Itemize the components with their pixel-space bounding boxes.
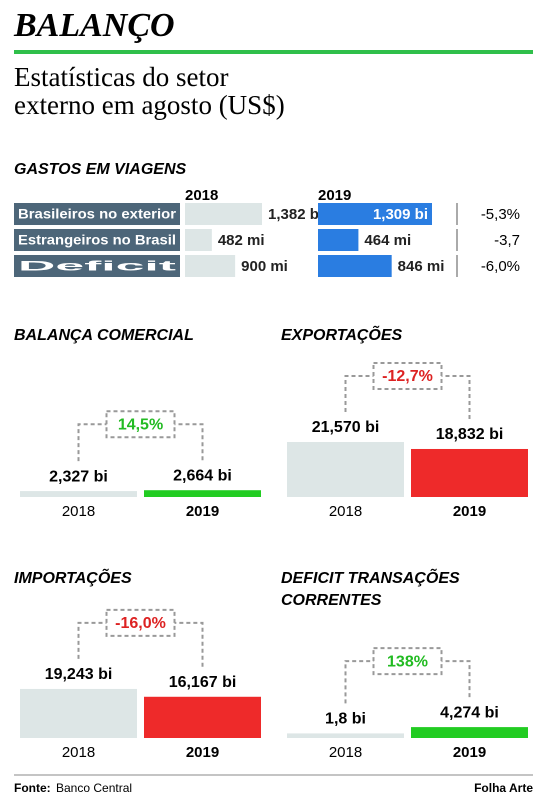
value-label: 846 mi	[398, 258, 445, 275]
series-name: 2018	[185, 187, 218, 204]
chart-title: GASTOS EM VIAGENS	[14, 161, 187, 178]
bar	[411, 727, 528, 738]
bracket	[344, 375, 374, 412]
row-label-bg	[14, 229, 180, 251]
bar	[185, 229, 212, 251]
change-label: -16,0%	[115, 615, 166, 632]
bracket	[441, 375, 471, 419]
value-label: 16,167 bi	[169, 674, 237, 691]
title-line: externo em agosto (US$)	[14, 90, 285, 120]
category-label: 2018	[62, 744, 95, 761]
change-box	[372, 647, 443, 676]
change-box	[105, 410, 176, 439]
bar	[185, 203, 262, 225]
category-label: 2019	[186, 744, 219, 761]
value-label: 1,309 bi	[373, 206, 428, 223]
row-label-bg	[14, 255, 180, 277]
bracket	[441, 660, 471, 698]
bar	[20, 491, 137, 497]
bar	[287, 733, 404, 738]
category-label: 2018	[329, 744, 362, 761]
value-label: 18,832 bi	[436, 426, 504, 443]
value-label: 19,243 bi	[45, 666, 113, 683]
value-label: 2,327 bi	[49, 468, 108, 485]
bracket	[174, 423, 204, 461]
bar	[287, 442, 404, 497]
category-label: 2018	[329, 503, 362, 520]
bar	[20, 688, 137, 738]
chart-title: IMPORTAÇÕES	[14, 567, 132, 587]
row-label: Deficit	[18, 258, 177, 274]
bar	[318, 255, 392, 277]
category-label: 2019	[453, 503, 486, 520]
bracket	[77, 621, 107, 659]
value-label: 2,664 bi	[173, 467, 232, 484]
bar	[318, 229, 359, 251]
value-label: 21,570 bi	[312, 419, 380, 436]
title-line: Estatísticas do setor	[14, 62, 228, 92]
change-label: -5,3%	[481, 206, 520, 223]
chart-title: BALANÇA COMERCIAL	[14, 327, 194, 344]
change-label: -6,0%	[481, 258, 520, 275]
row-label-bg	[14, 203, 180, 225]
category-label: 2019	[453, 744, 486, 761]
bar	[318, 203, 432, 225]
source-label: Fonte:	[14, 781, 51, 795]
bracket	[174, 621, 204, 667]
chart-title: EXPORTAÇÕES	[281, 324, 403, 344]
change-box	[372, 362, 443, 390]
change-label: -12,7%	[382, 368, 433, 385]
change-box	[105, 608, 176, 637]
category-label: 2019	[186, 503, 219, 520]
value-label: 482 mi	[218, 232, 265, 249]
bracket	[77, 423, 107, 462]
row-label: Estrangeiros no Brasil	[18, 232, 176, 248]
value-label: 1,8 bi	[325, 711, 366, 728]
bracket	[344, 660, 374, 704]
value-label: 4,274 bi	[440, 704, 499, 721]
brand-rule	[14, 50, 533, 54]
category-label: 2018	[62, 503, 95, 520]
bar	[411, 448, 528, 497]
series-name: 2019	[318, 187, 351, 204]
row-label: Brasileiros no exterior	[18, 206, 177, 222]
bar	[144, 490, 261, 497]
credit: Folha Arte	[474, 781, 533, 795]
bar	[144, 696, 261, 738]
change-label: -3,7	[494, 232, 520, 249]
change-label: 138%	[387, 653, 428, 670]
value-label: 464 mi	[364, 232, 411, 249]
chart-title: DEFICIT TRANSAÇÕES	[281, 567, 460, 587]
value-label: 1,382 bi	[268, 206, 323, 223]
change-label: 14,5%	[118, 416, 163, 433]
value-label: 900 mi	[241, 258, 288, 275]
source: Banco Central	[56, 781, 132, 795]
bar	[185, 255, 236, 277]
brand: BALANÇO	[13, 7, 175, 44]
chart-title: CORRENTES	[281, 592, 382, 609]
